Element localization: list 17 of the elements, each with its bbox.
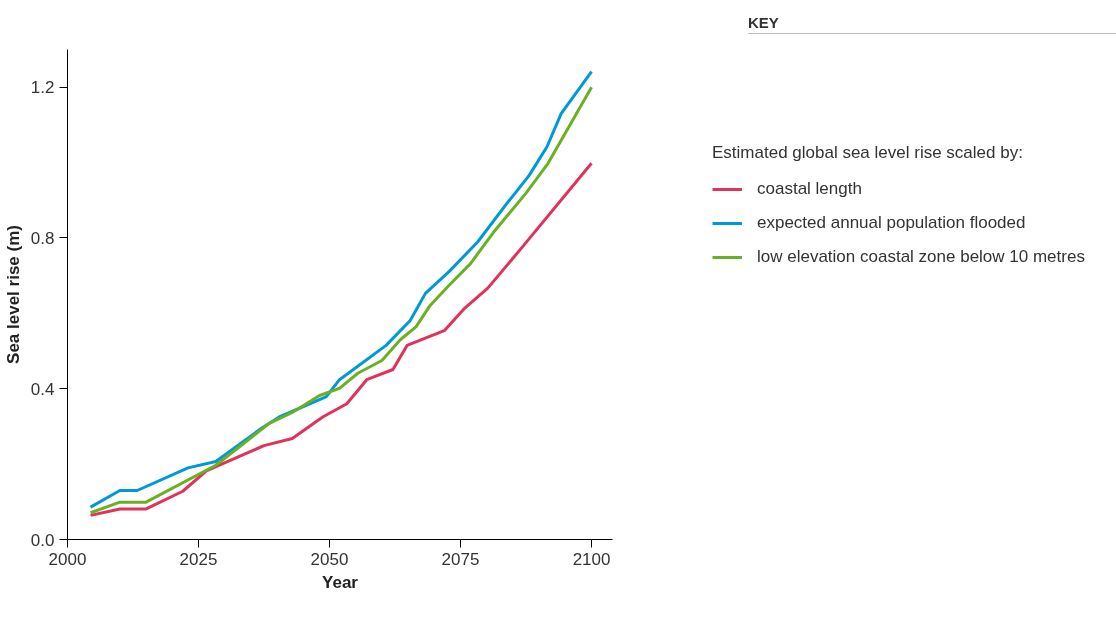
x-tick-label: 2025 — [179, 549, 218, 569]
x-axis-title: Year — [322, 572, 359, 592]
legend-label: coastal length — [757, 178, 862, 200]
line-series — [89, 161, 594, 517]
legend-label: low elevation coastal zone below 10 metres — [757, 246, 1085, 268]
y-tick-label: 0.4 — [30, 379, 55, 399]
x-tick-label: 2075 — [441, 549, 480, 569]
y-axis-title: Sea level rise (m) — [3, 225, 23, 364]
legend-title: Estimated global sea level rise scaled by: — [712, 143, 1024, 163]
x-tick-label: 2050 — [310, 549, 349, 569]
y-tick-label: 1.2 — [30, 78, 55, 98]
y-tick-label: 0.0 — [30, 530, 55, 550]
text: KEY — [748, 13, 779, 33]
x-tick-label: 2000 — [48, 549, 87, 569]
x-tick-label: 2100 — [572, 549, 611, 569]
y-tick-label: 0.8 — [30, 228, 55, 248]
legend-label: expected annual population flooded — [757, 212, 1026, 234]
